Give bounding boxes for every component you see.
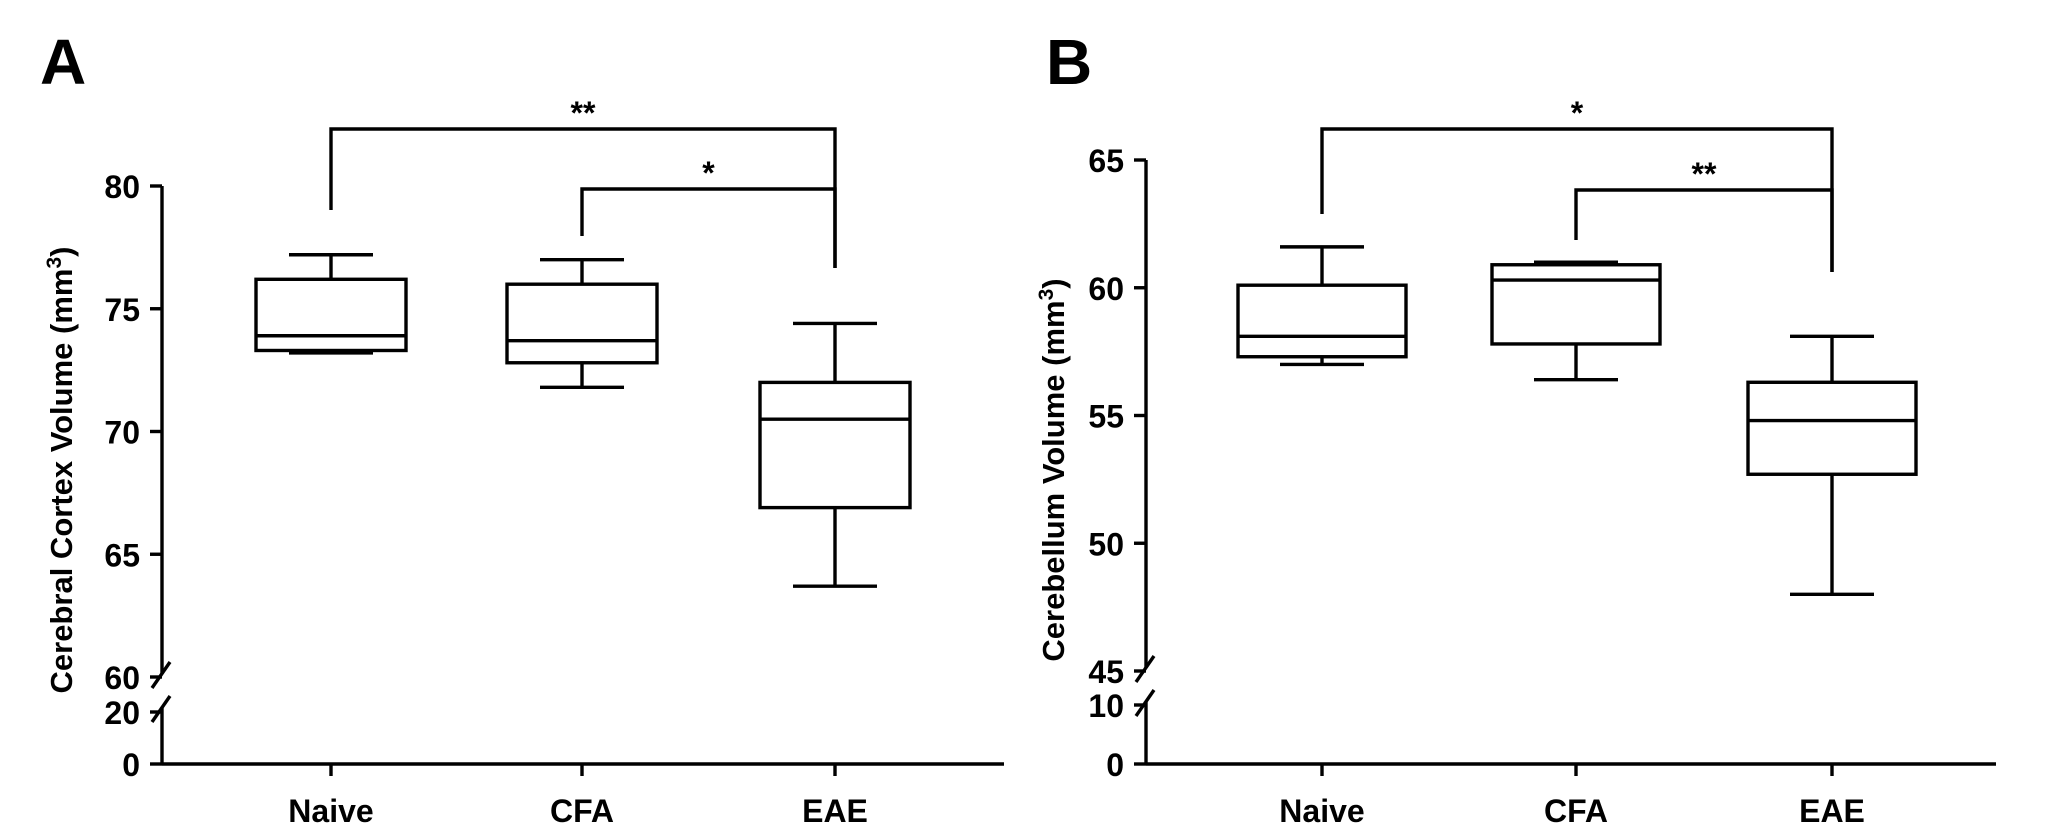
panel-a-axis-break-mark-lower — [150, 695, 172, 723]
panel-a-axis-break-mark-upper — [150, 661, 172, 689]
panel-a-box-eae — [758, 321, 912, 588]
panel-a-y-tick-label-60: 60 — [104, 660, 140, 696]
panel-b-sig-bracket-naive-eae: * — [1320, 95, 1834, 272]
panel-b-x-label-cfa: CFA — [1544, 793, 1608, 824]
panel-a-x-label-naive: Naive — [288, 793, 373, 824]
iqr-box — [1490, 263, 1662, 346]
panel-a-y-tick-label-80: 80 — [104, 169, 140, 205]
panel-b-y-tick-label-50: 50 — [1088, 526, 1124, 562]
bracket-line — [580, 187, 837, 268]
panel-a-x-label-cfa: CFA — [550, 793, 614, 824]
panel-b-letter: B — [1046, 26, 1092, 98]
panel-a-x-label-eae: EAE — [802, 793, 868, 824]
panel-b-y-tick-label-45: 45 — [1088, 654, 1124, 690]
panel-b-axis-break-mark-upper — [1134, 655, 1156, 683]
bracket-line — [1574, 188, 1834, 272]
panel-a-box-cfa — [505, 257, 659, 390]
panel-b: B 45 50 55 60 65 0 10 Naive CFA EAE Cerebellum Vol… — [1035, 26, 1996, 824]
panel-b-y-tick-label-10: 10 — [1088, 688, 1124, 724]
panel-a: A 60 65 70 75 80 0 20 Naive CFA EAE Cerebral Corte… — [40, 26, 1004, 824]
panel-b-box-eae — [1746, 334, 1918, 597]
panel-b-x-label-naive: Naive — [1279, 793, 1364, 824]
panel-a-letter: A — [40, 26, 86, 98]
panel-a-y-tick-label-65: 65 — [104, 537, 140, 573]
iqr-box — [254, 277, 408, 353]
panel-a-y-axis-title: Cerebral Cortex Volume (mm3) — [43, 247, 80, 694]
panel-a-y-tick-label-75: 75 — [104, 292, 140, 328]
iqr-box — [1746, 380, 1918, 476]
significance-label: * — [1571, 95, 1584, 131]
panel-b-sig-bracket-cfa-eae: ** — [1574, 156, 1834, 272]
panel-b-x-label-eae: EAE — [1799, 793, 1865, 824]
significance-label: ** — [571, 95, 596, 131]
panel-a-box-naive — [254, 253, 408, 355]
panel-b-y-tick-label-55: 55 — [1088, 399, 1124, 435]
panel-a-sig-bracket-naive-eae: ** — [329, 95, 837, 268]
panel-a-sig-bracket-cfa-eae: * — [580, 155, 837, 268]
panel-b-y-tick-label-60: 60 — [1088, 271, 1124, 307]
panel-b-y-tick-label-65: 65 — [1088, 143, 1124, 179]
panel-b-axis-break-mark-lower — [1134, 689, 1156, 717]
significance-label: ** — [1692, 156, 1717, 192]
panel-a-y-tick-label-20: 20 — [104, 695, 140, 731]
panel-b-y-tick-label-0: 0 — [1106, 747, 1124, 783]
iqr-box — [505, 282, 659, 365]
iqr-box — [1236, 283, 1408, 359]
panel-a-y-tick-label-0: 0 — [122, 747, 140, 783]
iqr-box — [758, 380, 912, 510]
panel-a-y-tick-label-70: 70 — [104, 415, 140, 451]
significance-label: * — [702, 155, 715, 191]
panel-b-box-cfa — [1490, 260, 1662, 382]
panel-b-y-axis-title: Cerebellum Volume (mm3) — [1035, 278, 1072, 661]
panel-b-box-naive — [1236, 245, 1408, 367]
